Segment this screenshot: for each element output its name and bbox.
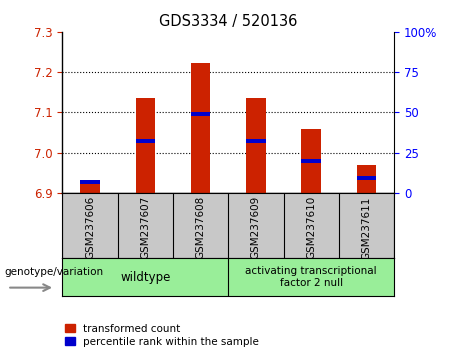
Bar: [80, 180, 100, 184]
Text: GSM237607: GSM237607: [140, 196, 150, 259]
Text: wildtype: wildtype: [120, 270, 171, 284]
Bar: [136, 138, 155, 143]
Bar: [136, 98, 155, 193]
Text: activating transcriptional
factor 2 null: activating transcriptional factor 2 null: [245, 266, 377, 288]
Bar: [191, 112, 210, 116]
Text: GSM237610: GSM237610: [306, 196, 316, 259]
Title: GDS3334 / 520136: GDS3334 / 520136: [159, 14, 297, 29]
Bar: [246, 138, 266, 143]
Bar: [246, 98, 266, 193]
Bar: [80, 181, 100, 193]
Legend: transformed count, percentile rank within the sample: transformed count, percentile rank withi…: [65, 324, 259, 347]
Bar: [357, 165, 376, 193]
Bar: [357, 176, 376, 180]
Text: GSM237608: GSM237608: [195, 196, 206, 259]
Text: GSM237609: GSM237609: [251, 196, 261, 259]
Text: GSM237606: GSM237606: [85, 196, 95, 259]
Text: GSM237611: GSM237611: [361, 196, 372, 259]
Bar: [191, 63, 210, 193]
Bar: [301, 159, 321, 163]
Text: genotype/variation: genotype/variation: [5, 267, 104, 277]
Bar: [301, 129, 321, 193]
